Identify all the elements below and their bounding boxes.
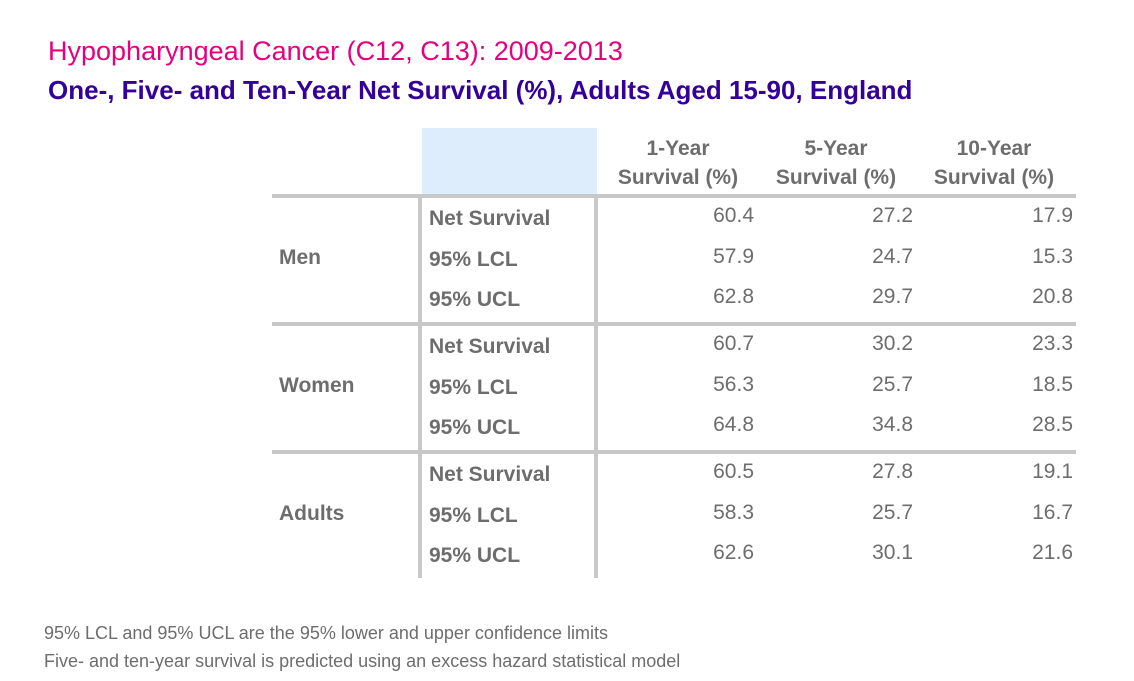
table-cell-value: 57.9 bbox=[713, 244, 754, 268]
measure-label: Net Survival bbox=[429, 463, 551, 486]
table-cell-value: 58.3 bbox=[713, 500, 754, 524]
table-cell-value: 16.7 bbox=[1032, 500, 1073, 524]
measure-label: 95% LCL bbox=[429, 247, 518, 271]
table-rule bbox=[272, 450, 1076, 454]
group-label: Adults bbox=[279, 502, 345, 525]
table-cell-value: 62.8 bbox=[713, 285, 754, 308]
slide-title: Hypopharyngeal Cancer (C12, C13): 2009-2… bbox=[48, 36, 623, 66]
table-cell-value: 34.8 bbox=[872, 413, 913, 436]
table-cell-value: 64.8 bbox=[713, 413, 754, 436]
table-cell-value: 60.4 bbox=[713, 204, 754, 227]
table-cell-value: 25.7 bbox=[872, 500, 913, 524]
measure-label: 95% UCL bbox=[429, 288, 521, 311]
column-header-line2: Survival (%) bbox=[617, 166, 739, 189]
column-header-line1: 5-Year bbox=[804, 137, 868, 160]
group-label: Men bbox=[279, 246, 321, 269]
table-cell-value: 56.3 bbox=[713, 372, 754, 396]
slide-subtitle: One-, Five- and Ten-Year Net Survival (%… bbox=[48, 75, 913, 105]
measure-label: Net Survival bbox=[429, 335, 551, 358]
table-cell-value: 29.7 bbox=[872, 285, 913, 308]
table-cell-value: 19.1 bbox=[1032, 460, 1073, 483]
table-rule-vertical bbox=[594, 198, 598, 578]
column-header-line1: 10-Year bbox=[956, 137, 1032, 160]
table-rule-vertical bbox=[418, 198, 422, 578]
table-cell-value: 27.2 bbox=[872, 204, 913, 227]
column-header-line2: Survival (%) bbox=[775, 166, 897, 189]
column-header: 10-Year Survival (%) bbox=[914, 134, 1074, 192]
measure-label: 95% UCL bbox=[429, 544, 521, 567]
table-cell-value: 62.6 bbox=[713, 541, 754, 564]
table-rule bbox=[272, 322, 1076, 326]
table-cell-value: 30.2 bbox=[872, 332, 913, 355]
measure-label: Net Survival bbox=[429, 207, 551, 230]
table-cell-value: 30.1 bbox=[872, 541, 913, 564]
table-cell-value: 21.6 bbox=[1032, 541, 1073, 564]
footnote-1: 95% LCL and 95% UCL are the 95% lower an… bbox=[44, 623, 608, 643]
table-rule bbox=[272, 194, 1076, 198]
table-cell-value: 15.3 bbox=[1032, 244, 1073, 268]
footnote-2: Five- and ten-year survival is predicted… bbox=[44, 651, 681, 671]
group-label: Women bbox=[279, 374, 355, 397]
measure-label: 95% LCL bbox=[429, 503, 518, 527]
table-cell-value: 17.9 bbox=[1032, 204, 1073, 227]
table-cell-value: 24.7 bbox=[872, 244, 913, 268]
column-header: 5-Year Survival (%) bbox=[756, 134, 916, 192]
table-cell-value: 60.7 bbox=[713, 332, 754, 355]
table-cell-value: 23.3 bbox=[1032, 332, 1073, 355]
measure-label: 95% LCL bbox=[429, 375, 518, 399]
table-cell-value: 27.8 bbox=[872, 460, 913, 483]
column-header-line2: Survival (%) bbox=[933, 166, 1055, 189]
column-header: 1-Year Survival (%) bbox=[598, 134, 758, 192]
table-cell-value: 60.5 bbox=[713, 460, 754, 483]
table-cell-value: 28.5 bbox=[1032, 413, 1073, 436]
table-cell-value: 20.8 bbox=[1032, 285, 1073, 308]
column-header-line1: 1-Year bbox=[646, 137, 710, 160]
table-cell-value: 18.5 bbox=[1032, 372, 1073, 396]
measure-label: 95% UCL bbox=[429, 416, 521, 439]
table-cell-value: 25.7 bbox=[872, 372, 913, 396]
header-blank-cell bbox=[422, 128, 597, 194]
